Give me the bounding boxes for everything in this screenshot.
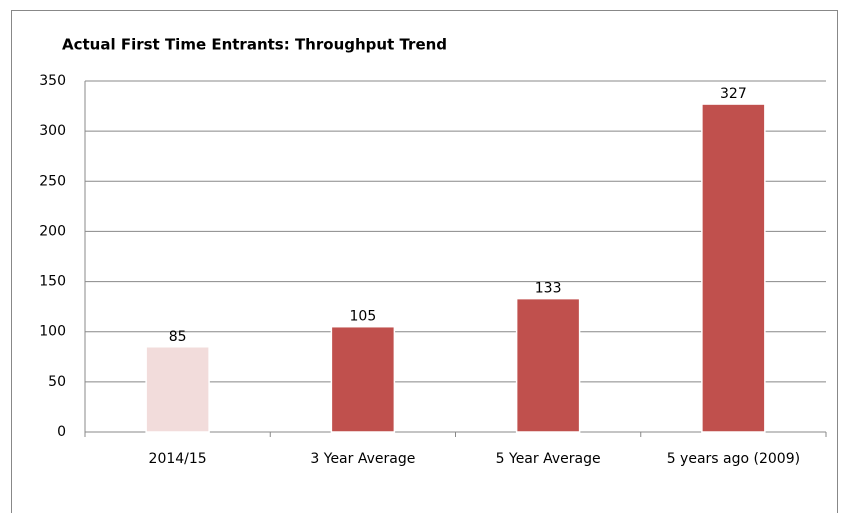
x-tick-label: 5 years ago (2009) xyxy=(667,451,800,467)
bar xyxy=(515,297,581,433)
y-tick-label: 200 xyxy=(39,223,66,239)
x-tick-label: 3 Year Average xyxy=(310,451,415,467)
data-label: 85 xyxy=(169,329,187,345)
x-tick-label: 5 Year Average xyxy=(496,451,601,467)
y-tick-label: 150 xyxy=(39,274,66,290)
y-tick-label: 0 xyxy=(57,424,66,440)
x-tick-label: 2014/15 xyxy=(149,451,207,467)
y-tick-label: 100 xyxy=(39,324,66,340)
data-label: 327 xyxy=(720,86,747,102)
chart-title: Actual First Time Entrants: Throughput T… xyxy=(62,36,447,54)
data-label: 105 xyxy=(350,309,377,325)
y-tick-label: 50 xyxy=(48,374,66,390)
y-tick-label: 350 xyxy=(39,73,66,89)
y-tick-label: 250 xyxy=(39,173,66,189)
y-tick-label: 300 xyxy=(39,123,66,139)
bar xyxy=(701,103,766,433)
bar xyxy=(330,325,396,433)
bar xyxy=(145,346,210,433)
data-label: 133 xyxy=(535,281,562,297)
